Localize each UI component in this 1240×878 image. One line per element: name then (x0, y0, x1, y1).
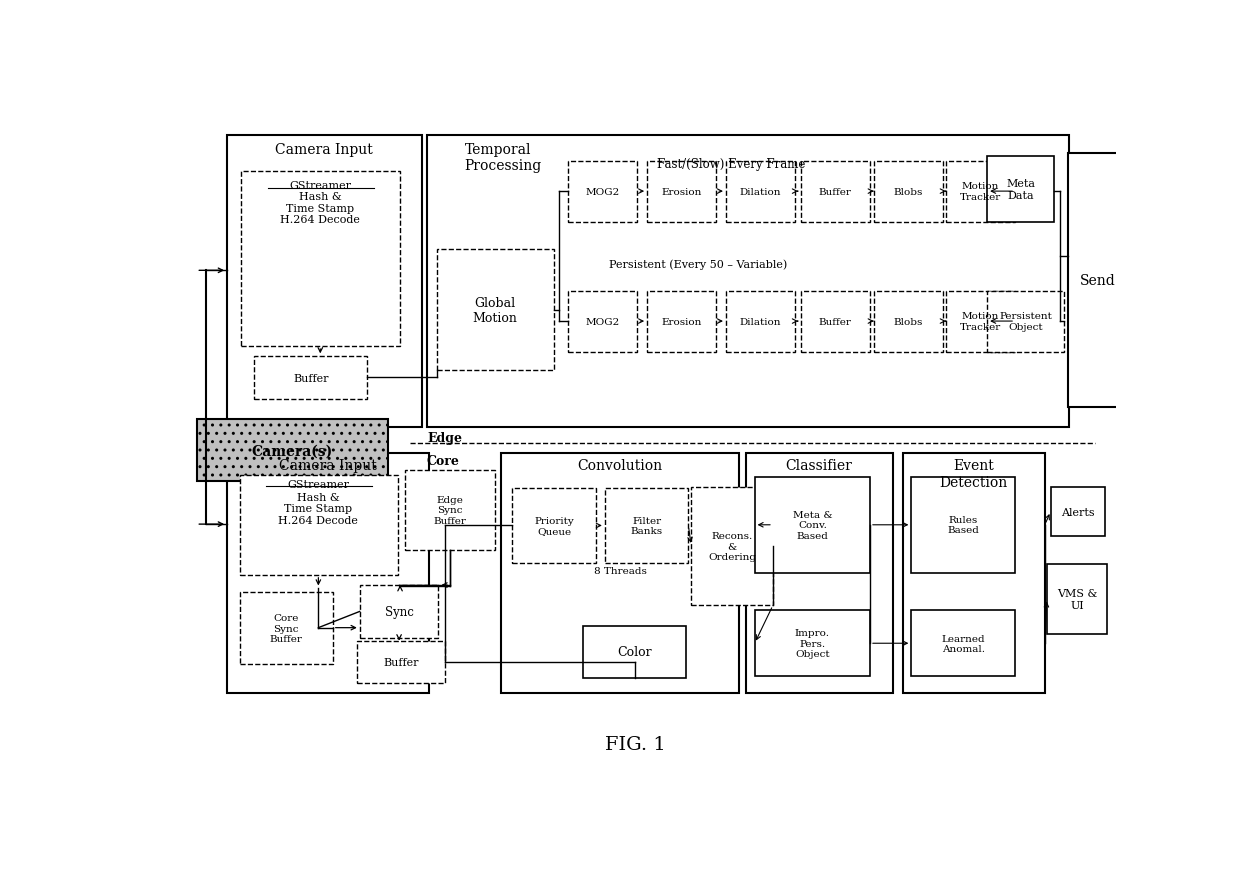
FancyBboxPatch shape (725, 162, 795, 222)
Text: Core: Core (427, 454, 460, 467)
Text: Meta &
Conv.
Based: Meta & Conv. Based (792, 510, 832, 540)
FancyBboxPatch shape (227, 136, 422, 428)
Text: Global
Motion: Global Motion (472, 296, 517, 324)
FancyBboxPatch shape (755, 478, 870, 573)
FancyBboxPatch shape (647, 162, 717, 222)
Text: Dilation: Dilation (740, 317, 781, 327)
FancyBboxPatch shape (512, 488, 596, 564)
FancyBboxPatch shape (427, 136, 1069, 428)
FancyBboxPatch shape (946, 291, 1016, 352)
Text: Edge
Sync
Buffer: Edge Sync Buffer (434, 495, 466, 525)
FancyBboxPatch shape (427, 136, 1069, 428)
Text: Blobs: Blobs (894, 317, 923, 327)
Text: Color: Color (618, 645, 652, 658)
Text: Send: Send (1080, 274, 1116, 288)
FancyBboxPatch shape (501, 454, 739, 694)
FancyBboxPatch shape (254, 356, 367, 399)
Text: Hash &
Time Stamp
H.264 Decode: Hash & Time Stamp H.264 Decode (279, 492, 358, 525)
FancyBboxPatch shape (360, 586, 439, 638)
FancyBboxPatch shape (903, 454, 1045, 694)
Text: Motion
Tracker: Motion Tracker (960, 312, 1001, 331)
FancyBboxPatch shape (874, 162, 942, 222)
Text: Event
Detection: Event Detection (940, 459, 1008, 489)
FancyBboxPatch shape (987, 157, 1054, 222)
FancyBboxPatch shape (568, 162, 637, 222)
FancyBboxPatch shape (1068, 154, 1127, 407)
Text: Hash &
Time Stamp
H.264 Decode: Hash & Time Stamp H.264 Decode (280, 192, 361, 225)
Text: Buffer: Buffer (293, 373, 329, 383)
Text: Motion
Tracker: Motion Tracker (960, 183, 1001, 202)
Text: Erosion: Erosion (661, 187, 702, 197)
Text: Filter
Banks: Filter Banks (630, 516, 662, 536)
FancyBboxPatch shape (1047, 565, 1107, 634)
FancyBboxPatch shape (239, 592, 332, 665)
Text: Buffer: Buffer (383, 657, 419, 667)
Text: VMS &
UI: VMS & UI (1056, 588, 1097, 610)
Text: Buffer: Buffer (818, 317, 852, 327)
Text: Dilation: Dilation (740, 187, 781, 197)
Text: Sync: Sync (384, 605, 413, 618)
Text: MOG2: MOG2 (585, 317, 620, 327)
Text: GStreamer: GStreamer (288, 479, 350, 489)
FancyBboxPatch shape (227, 454, 429, 694)
Text: Persistent
Object: Persistent Object (999, 312, 1052, 331)
Text: Recons.
&
Ordering: Recons. & Ordering (708, 531, 756, 561)
Text: MOG2: MOG2 (585, 187, 620, 197)
FancyBboxPatch shape (755, 610, 870, 677)
Text: Camera Input: Camera Input (279, 459, 377, 473)
FancyBboxPatch shape (647, 291, 717, 352)
Text: FIG. 1: FIG. 1 (605, 735, 666, 753)
Text: Edge: Edge (427, 431, 463, 444)
FancyBboxPatch shape (583, 626, 687, 678)
FancyBboxPatch shape (746, 454, 893, 694)
FancyBboxPatch shape (874, 291, 942, 352)
FancyBboxPatch shape (911, 610, 1016, 677)
FancyBboxPatch shape (357, 641, 445, 683)
Text: Buffer: Buffer (818, 187, 852, 197)
Text: Priority
Queue: Priority Queue (534, 516, 574, 536)
Text: Fast/(Slow) Every Frame: Fast/(Slow) Every Frame (657, 158, 806, 171)
FancyBboxPatch shape (242, 172, 401, 347)
FancyBboxPatch shape (239, 475, 398, 575)
FancyBboxPatch shape (801, 162, 870, 222)
Text: Meta
Data: Meta Data (1007, 179, 1035, 200)
Text: Camera Input: Camera Input (275, 142, 373, 156)
FancyBboxPatch shape (911, 478, 1016, 573)
Text: GStreamer: GStreamer (289, 181, 351, 191)
Text: Blobs: Blobs (894, 187, 923, 197)
Text: 8 Threads: 8 Threads (594, 566, 646, 575)
FancyBboxPatch shape (725, 291, 795, 352)
FancyBboxPatch shape (197, 420, 388, 482)
FancyBboxPatch shape (404, 471, 495, 551)
FancyBboxPatch shape (987, 291, 1064, 352)
FancyBboxPatch shape (568, 291, 637, 352)
Text: Classifier: Classifier (786, 459, 852, 473)
FancyBboxPatch shape (946, 162, 1016, 222)
FancyBboxPatch shape (605, 488, 688, 564)
Text: Core
Sync
Buffer: Core Sync Buffer (270, 614, 303, 644)
Text: Camera(s): Camera(s) (252, 444, 334, 457)
Text: Impro.
Pers.
Object: Impro. Pers. Object (795, 629, 830, 658)
Text: Rules
Based: Rules Based (947, 515, 980, 535)
FancyBboxPatch shape (801, 291, 870, 352)
FancyBboxPatch shape (1050, 487, 1105, 536)
Text: Erosion: Erosion (661, 317, 702, 327)
FancyBboxPatch shape (691, 487, 773, 606)
FancyBboxPatch shape (436, 250, 554, 371)
Text: Alerts: Alerts (1061, 507, 1095, 517)
Text: Convolution: Convolution (578, 459, 662, 473)
Text: Persistent (Every 50 – Variable): Persistent (Every 50 – Variable) (609, 259, 787, 270)
Text: Learned
Anomal.: Learned Anomal. (941, 634, 985, 653)
Text: Temporal
Processing: Temporal Processing (465, 142, 542, 173)
